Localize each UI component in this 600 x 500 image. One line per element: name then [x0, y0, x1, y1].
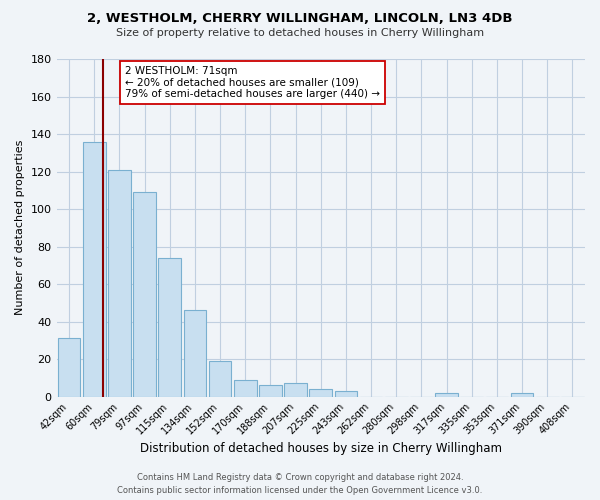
- Bar: [158, 258, 181, 396]
- Bar: [435, 393, 458, 396]
- Bar: [234, 380, 257, 396]
- Bar: [511, 393, 533, 396]
- Y-axis label: Number of detached properties: Number of detached properties: [15, 140, 25, 316]
- Text: 2, WESTHOLM, CHERRY WILLINGHAM, LINCOLN, LN3 4DB: 2, WESTHOLM, CHERRY WILLINGHAM, LINCOLN,…: [87, 12, 513, 26]
- X-axis label: Distribution of detached houses by size in Cherry Willingham: Distribution of detached houses by size …: [140, 442, 502, 455]
- Bar: [83, 142, 106, 396]
- Bar: [209, 361, 232, 396]
- Bar: [184, 310, 206, 396]
- Text: Contains HM Land Registry data © Crown copyright and database right 2024.
Contai: Contains HM Land Registry data © Crown c…: [118, 474, 482, 495]
- Bar: [133, 192, 156, 396]
- Bar: [259, 386, 282, 396]
- Bar: [284, 384, 307, 396]
- Text: 2 WESTHOLM: 71sqm
← 20% of detached houses are smaller (109)
79% of semi-detache: 2 WESTHOLM: 71sqm ← 20% of detached hous…: [125, 66, 380, 99]
- Bar: [335, 391, 357, 396]
- Bar: [58, 338, 80, 396]
- Text: Size of property relative to detached houses in Cherry Willingham: Size of property relative to detached ho…: [116, 28, 484, 38]
- Bar: [108, 170, 131, 396]
- Bar: [310, 389, 332, 396]
